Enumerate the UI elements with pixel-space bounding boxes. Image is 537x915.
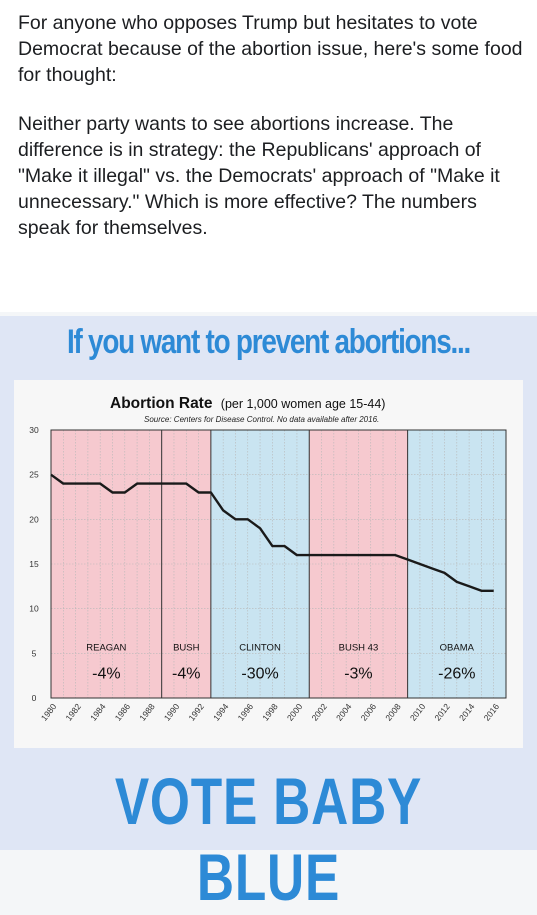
y-tick-label: 10 (29, 604, 39, 614)
y-tick-label: 5 (32, 648, 37, 658)
y-tick-label: 0 (32, 693, 37, 703)
x-tick-label: 2006 (359, 701, 379, 722)
series-line-group (50, 473, 494, 592)
y-tick-label: 20 (29, 514, 39, 524)
chart-container: REAGAN -4% BUSH -4% CLINTON -30% BUSH 43 -3% OBA… (14, 380, 523, 748)
y-tick-label: 15 (29, 559, 39, 569)
x-tick-label: 1984 (88, 701, 108, 722)
post-card (0, 0, 537, 312)
period-labels-group: REAGAN -4% BUSH -4% CLINTON -30% BUSH 43 -3% OBA… (86, 643, 475, 683)
footer-slogan: VOTE BABY BLUE (114, 764, 423, 914)
x-tick-label: 2014 (457, 701, 477, 722)
x-tick-label: 2000 (285, 701, 305, 722)
period-change-clinton: -30% (241, 665, 278, 682)
x-tick-label: 1982 (63, 701, 83, 722)
x-tick-label: 1998 (260, 701, 280, 722)
y-tick-label: 25 (29, 470, 39, 480)
x-tick-label: 2010 (408, 701, 428, 722)
x-tick-label: 1990 (162, 701, 182, 722)
period-name-bush-43: BUSH 43 (339, 643, 379, 654)
x-tick-label: 1994 (211, 701, 231, 722)
abortion-rate-chart: REAGAN -4% BUSH -4% CLINTON -30% BUSH 43 -3% OBA… (29, 395, 507, 723)
period-change-obama: -26% (438, 665, 475, 682)
period-change-bush: -4% (172, 665, 200, 682)
period-name-bush: BUSH (173, 643, 200, 654)
chart-subtitle: Source: Centers for Disease Control. No … (144, 415, 379, 424)
abortion-rate-line (50, 473, 494, 592)
post-text: For anyone who opposes Trump but hesitat… (18, 10, 523, 264)
period-name-obama: OBAMA (440, 643, 475, 654)
post-paragraph-2: Neither party wants to see abortions inc… (18, 113, 500, 239)
period-name-clinton: CLINTON (239, 643, 281, 654)
chart-title-suffix: (per 1,000 women age 15-44) (221, 397, 386, 411)
x-tick-label: 1988 (137, 701, 157, 722)
grid-group (50, 429, 507, 699)
period-change-reagan: -4% (92, 665, 120, 682)
x-tick-label: 2016 (482, 701, 502, 722)
period-shading-group (51, 430, 506, 698)
x-tick-label: 2002 (309, 701, 329, 722)
x-tick-label: 1980 (39, 701, 59, 722)
x-tick-label: 2008 (383, 701, 403, 722)
plot-frame (50, 429, 507, 699)
x-tick-label: 1992 (186, 701, 206, 722)
headline: If you want to prevent abortions... (66, 323, 471, 361)
chart-title-main: Abortion Rate (110, 395, 213, 412)
period-change-bush-43: -3% (344, 665, 372, 682)
x-tick-label: 2012 (432, 701, 452, 722)
x-tick-label: 2004 (334, 701, 354, 722)
y-tick-label: 30 (29, 425, 39, 435)
x-tick-label: 1996 (236, 701, 256, 722)
x-tick-label: 1986 (113, 701, 133, 722)
chart-title: Abortion Rate (per 1,000 women age 15-44… (110, 395, 385, 412)
period-name-reagan: REAGAN (86, 643, 126, 654)
post-paragraph-1: For anyone who opposes Trump but hesitat… (18, 12, 523, 86)
